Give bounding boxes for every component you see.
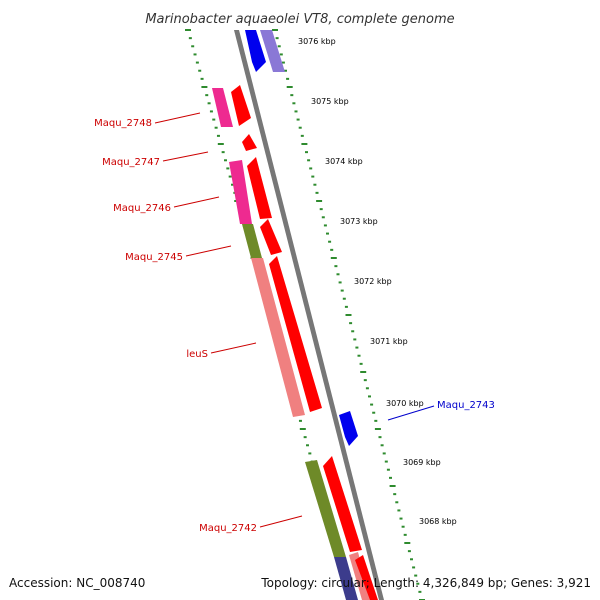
- gene-label: Maqu_2748: [94, 118, 152, 129]
- gene-block-2742-red: [323, 456, 362, 552]
- gene-block-2747-red: [242, 134, 257, 151]
- kbp-label: 3075 kbp: [311, 97, 349, 106]
- map-title: Marinobacter aquaeolei VT8, complete gen…: [145, 12, 454, 27]
- kbp-label: 3071 kbp: [370, 337, 408, 346]
- gene-block-2746-red: [247, 157, 272, 219]
- gene-label-leader: [185, 245, 232, 257]
- gene-block-2748-magenta: [212, 88, 233, 127]
- gene-block-2745-red: [260, 219, 282, 255]
- gene-labels: Maqu_2748 Maqu_2747 Maqu_2746 Maqu_2745 leuS…: [94, 112, 495, 534]
- gene-label-leader: [210, 342, 257, 354]
- gene-block-top-blue: [245, 30, 266, 72]
- gene-label: Maqu_2743: [437, 400, 495, 411]
- gene-block-2745-olive: [242, 224, 262, 258]
- backbone-line: [234, 30, 384, 600]
- kbp-label: 3073 kbp: [340, 217, 378, 226]
- gene-label-leader: [162, 151, 209, 162]
- gene-label-leader: [173, 196, 220, 208]
- gene-label: Maqu_2747: [102, 157, 160, 168]
- gene-label-leader: [259, 515, 303, 528]
- gene-features: [212, 30, 378, 600]
- kbp-label: 3069 kbp: [403, 458, 441, 467]
- kbp-label: 3070 kbp: [386, 399, 424, 408]
- gene-label: Maqu_2746: [113, 203, 171, 214]
- gene-label: leuS: [186, 349, 208, 360]
- genome-summary-text: Topology: circular; Length: 4,326,849 bp…: [261, 576, 591, 590]
- gene-block-top-lavender: [260, 30, 285, 72]
- gene-block-2746-magenta: [229, 160, 252, 224]
- gene-block-bottom-red: [355, 555, 378, 600]
- kbp-label: 3076 kbp: [298, 37, 336, 46]
- gene-block-leus-salmon: [251, 258, 305, 417]
- outer-tick-track: [272, 29, 425, 600]
- gene-label-leader: [387, 405, 435, 421]
- kbp-label: 3072 kbp: [354, 277, 392, 286]
- gene-block-2742-olive: [305, 460, 346, 557]
- accession-text: Accession: NC_008740: [9, 576, 146, 590]
- kbp-labels: 3076 kbp 3075 kbp 3074 kbp 3073 kbp 3072 kbp…: [298, 37, 457, 526]
- kbp-label: 3074 kbp: [325, 157, 363, 166]
- gene-block-2748-red: [231, 85, 251, 126]
- gene-label: Maqu_2742: [199, 523, 257, 534]
- gene-block-leus-red: [269, 256, 322, 412]
- kbp-label: 3068 kbp: [419, 517, 457, 526]
- gene-label-leader: [154, 112, 201, 124]
- gene-label: Maqu_2745: [125, 252, 183, 263]
- gene-block-2743-blue: [339, 411, 358, 446]
- gene-block-bottom-navy: [334, 557, 358, 600]
